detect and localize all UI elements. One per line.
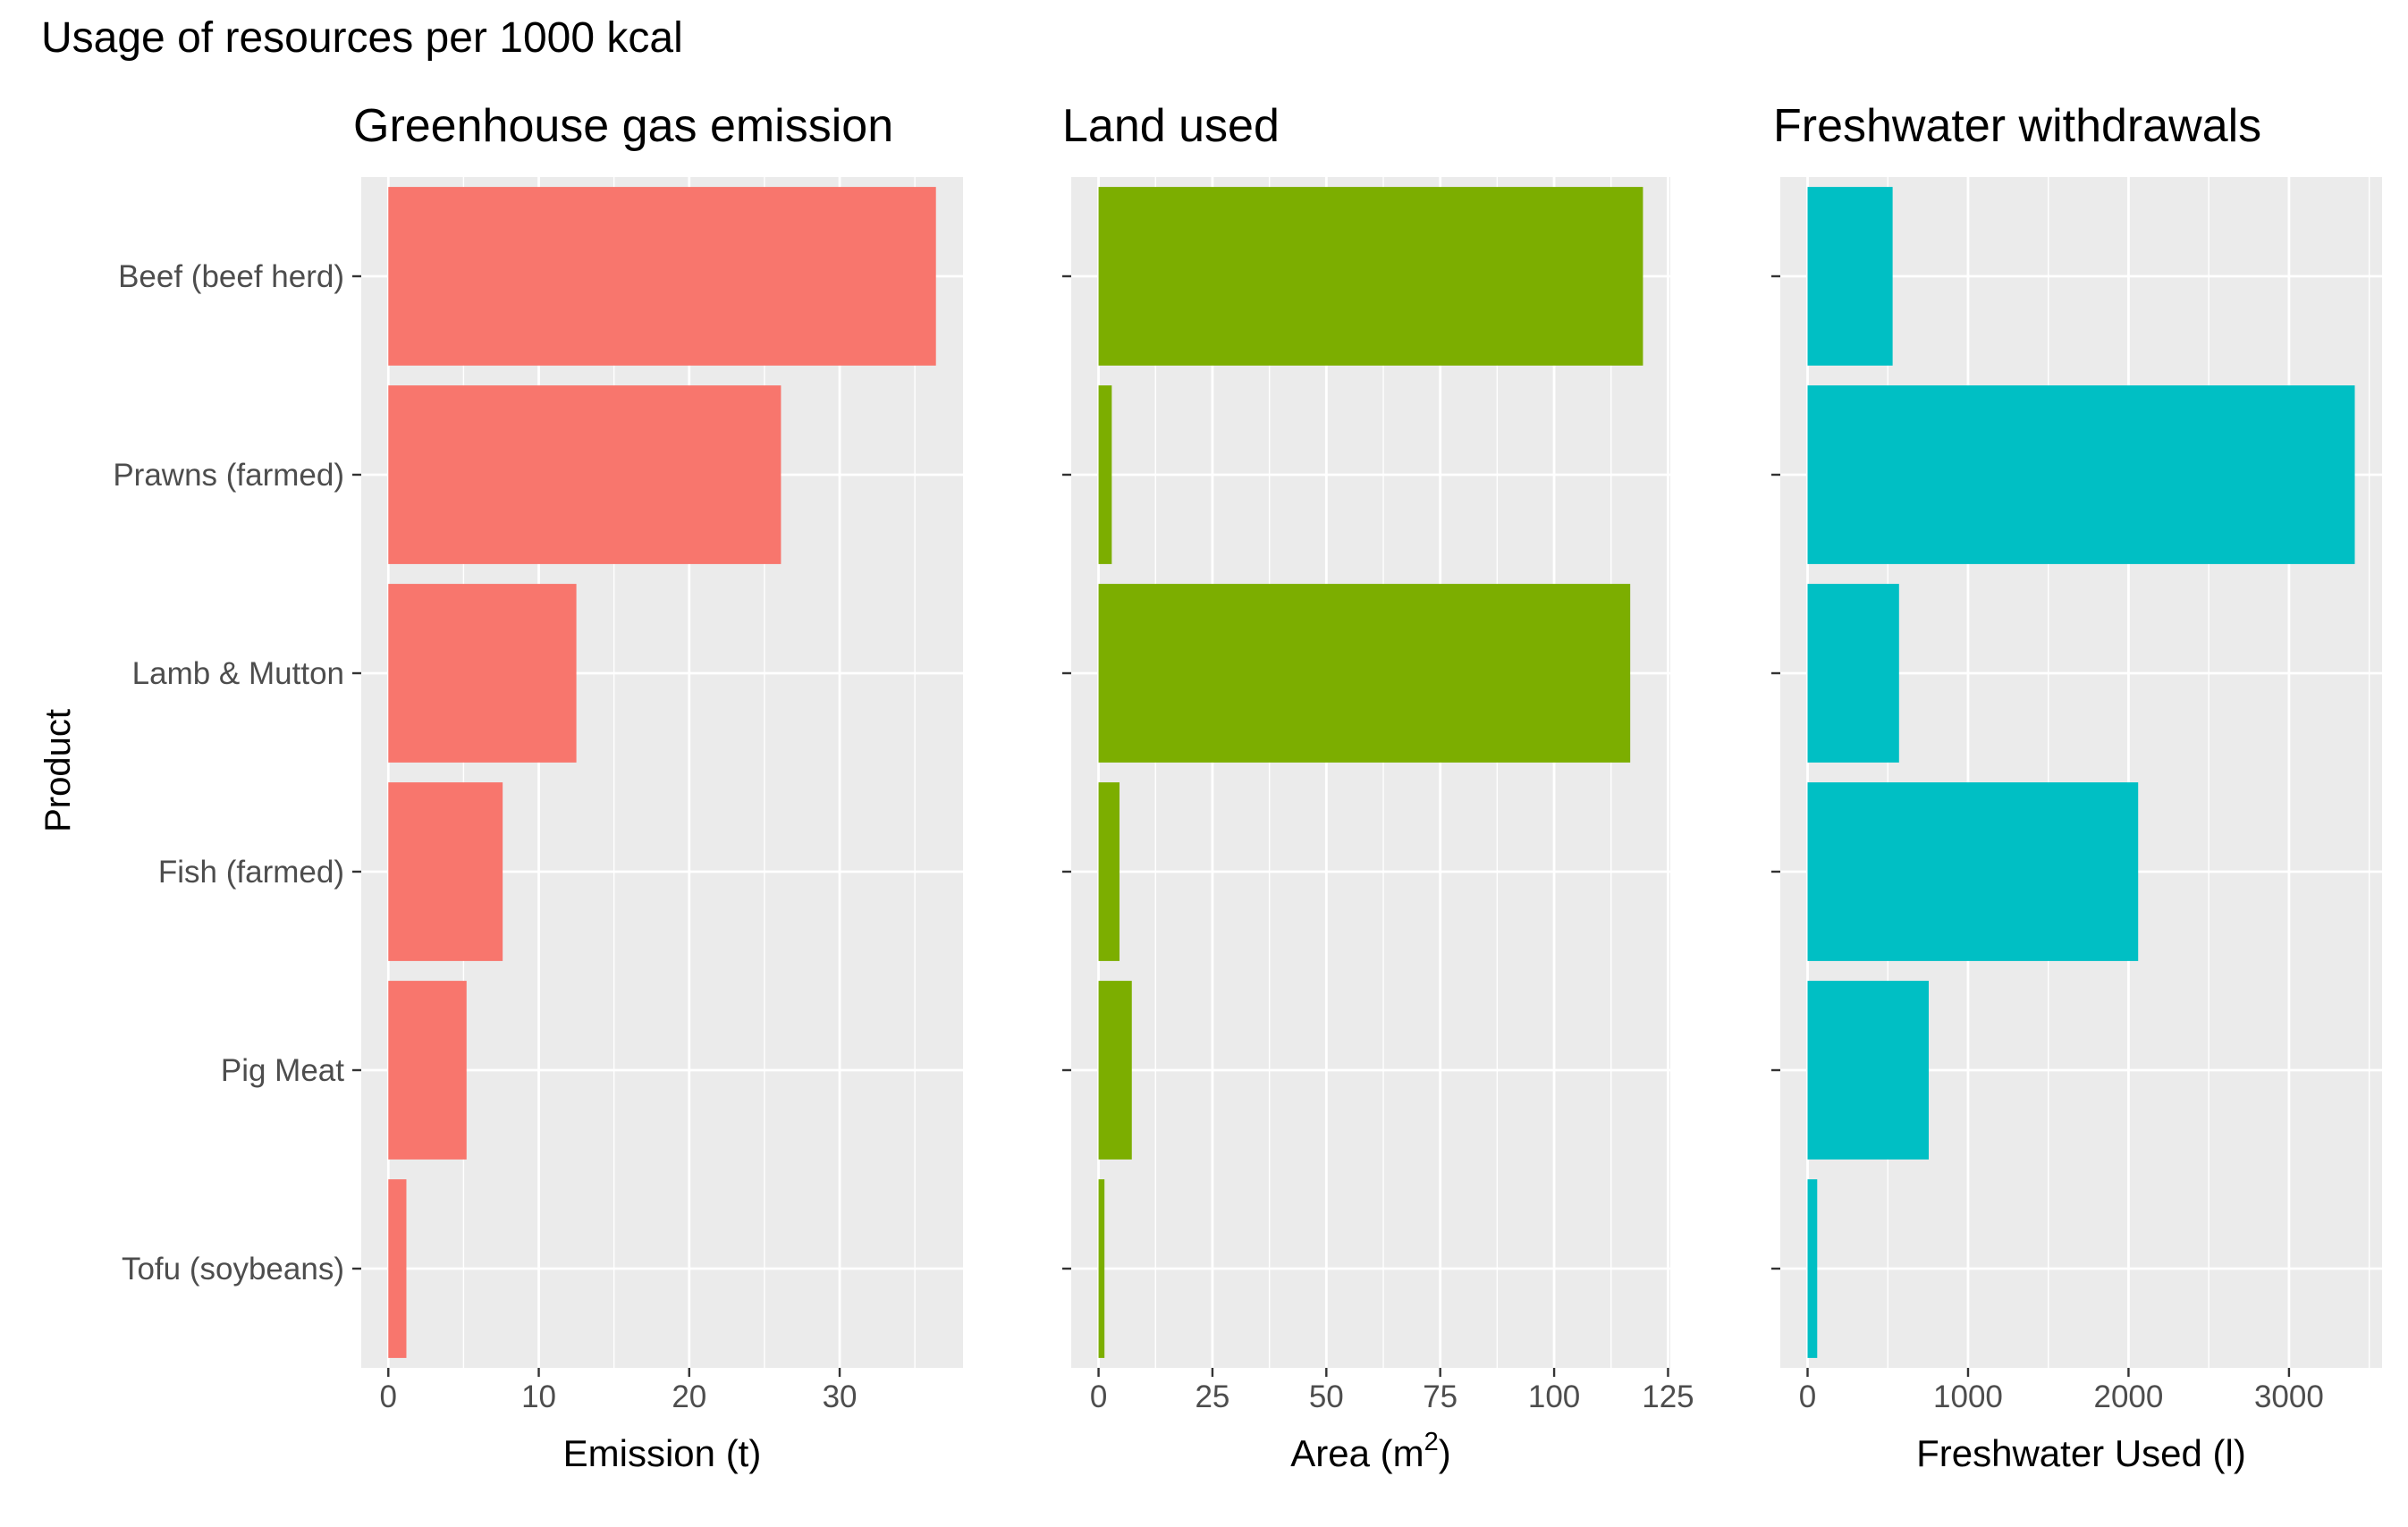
y-tick-label: Tofu (soybeans) — [122, 1252, 344, 1287]
x-tick-label: 25 — [1195, 1379, 1229, 1414]
bar-beef-beef-herd — [1807, 187, 1893, 366]
x-tick-label: 0 — [380, 1379, 397, 1414]
x-tick-label: 20 — [672, 1379, 706, 1414]
panel-1: Tofu (soybeans) Pig Meat Fish (farmed) Lamb… — [113, 100, 963, 1474]
x-axis-label-superscript: 2 — [1424, 1428, 1439, 1456]
y-tick-label: Beef (beef herd) — [118, 259, 344, 294]
bar-lamb-mutton — [1807, 584, 1899, 763]
bar-fish-farmed — [388, 782, 503, 961]
x-tick-label: 1000 — [1933, 1379, 2003, 1414]
panel-background — [361, 177, 963, 1368]
bar-lamb-mutton — [1098, 584, 1631, 763]
x-axis-label-text: Area (m — [1290, 1432, 1424, 1474]
x-tick-label: 3000 — [2254, 1379, 2324, 1414]
x-tick-label: 0 — [1090, 1379, 1107, 1414]
x-tick-label: 10 — [521, 1379, 556, 1414]
bar-lamb-mutton — [388, 584, 577, 763]
x-tick-label: 2000 — [2094, 1379, 2164, 1414]
x-axis-label: Area (m2) — [1290, 1428, 1451, 1474]
bar-tofu-soybeans — [1807, 1179, 1818, 1358]
x-axis-label-text: Freshwater Used (l) — [1916, 1432, 2246, 1474]
bar-tofu-soybeans — [1098, 1179, 1105, 1358]
bar-prawns-farmed — [1807, 385, 2355, 564]
panel-title: Freshwater withdrawals — [1773, 100, 2261, 152]
chart-title: Usage of resources per 1000 kcal — [41, 14, 683, 62]
x-tick-label: 125 — [1642, 1379, 1694, 1414]
panel-2: 0 25 50 75 100 125 Land used Area (m2) — [1062, 100, 1694, 1474]
y-tick-label: Prawns (farmed) — [113, 458, 344, 493]
x-axis-label-text: Emission (t) — [563, 1432, 762, 1474]
panel-title: Land used — [1062, 100, 1280, 152]
bar-beef-beef-herd — [1098, 187, 1643, 366]
bar-tofu-soybeans — [388, 1179, 407, 1358]
bar-fish-farmed — [1098, 782, 1120, 961]
x-axis-label: Emission (t) — [563, 1432, 762, 1474]
bar-fish-farmed — [1807, 782, 2139, 961]
x-tick-label: 0 — [1799, 1379, 1816, 1414]
panel-3: 0 1000 2000 3000 Freshwater withdrawals Fresh… — [1771, 100, 2382, 1474]
y-tick-label: Pig Meat — [221, 1053, 344, 1088]
panel-background — [1780, 177, 2382, 1368]
y-tick-label: Fish (farmed) — [158, 855, 344, 890]
panel-background — [1071, 177, 1670, 1368]
x-tick-label: 50 — [1309, 1379, 1344, 1414]
y-axis-label: Product — [38, 709, 78, 832]
bar-pig-meat — [1807, 981, 1930, 1160]
bar-beef-beef-herd — [388, 187, 936, 366]
bar-prawns-farmed — [388, 385, 782, 564]
x-tick-label: 30 — [823, 1379, 858, 1414]
bar-prawns-farmed — [1098, 385, 1112, 564]
x-tick-label: 75 — [1423, 1379, 1457, 1414]
facet-panels: Tofu (soybeans) Pig Meat Fish (farmed) Lamb… — [113, 100, 2382, 1474]
x-axis-label-suffix: ) — [1439, 1432, 1451, 1474]
x-axis-label: Freshwater Used (l) — [1916, 1432, 2246, 1474]
bar-pig-meat — [388, 981, 467, 1160]
bar-pig-meat — [1098, 981, 1132, 1160]
x-tick-label: 100 — [1528, 1379, 1580, 1414]
y-tick-label: Lamb & Mutton — [132, 656, 344, 691]
panel-title: Greenhouse gas emission — [353, 100, 893, 152]
